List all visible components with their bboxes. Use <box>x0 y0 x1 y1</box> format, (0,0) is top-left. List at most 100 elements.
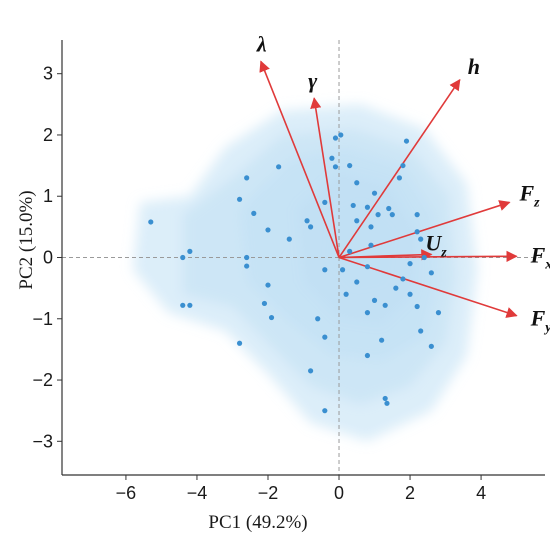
score-point-65 <box>421 254 427 261</box>
score-point-8 <box>251 210 257 216</box>
score-point-67 <box>338 132 344 138</box>
score-point-54 <box>414 303 420 310</box>
score-point-35 <box>371 190 378 196</box>
y-tick-label: −3 <box>32 431 53 451</box>
score-point-61 <box>382 395 388 402</box>
score-point-3 <box>187 248 193 254</box>
y-tick-label: 0 <box>43 248 53 268</box>
x-tick-label: −6 <box>116 483 137 503</box>
score-point-32 <box>364 204 371 210</box>
score-point-36 <box>375 212 381 218</box>
score-point-48 <box>364 310 371 316</box>
score-point-13 <box>261 300 268 307</box>
score-point-57 <box>428 343 434 349</box>
score-point-56 <box>428 270 434 276</box>
score-point-12 <box>265 282 271 288</box>
score-point-52 <box>400 276 406 282</box>
score-point-27 <box>332 135 339 141</box>
score-point-68 <box>347 248 353 254</box>
score-point-45 <box>364 264 371 270</box>
score-point-16 <box>276 164 282 170</box>
score-point-64 <box>407 261 413 267</box>
score-point-66 <box>354 180 360 186</box>
loading-label-3: h <box>468 54 480 79</box>
score-point-53 <box>407 291 413 297</box>
score-point-38 <box>389 212 395 218</box>
score-point-22 <box>315 316 321 322</box>
x-tick-label: 2 <box>405 483 415 503</box>
loading-vectors <box>259 60 518 318</box>
score-point-34 <box>368 242 374 248</box>
score-point-21 <box>322 267 328 273</box>
loading-arrow-2 <box>310 97 340 258</box>
score-point-31 <box>354 218 360 224</box>
score-point-33 <box>368 224 374 230</box>
loading-arrow-6 <box>339 250 518 262</box>
score-point-51 <box>393 285 399 291</box>
loading-label-2: γ <box>308 68 318 93</box>
x-tick-label: −2 <box>258 483 279 503</box>
score-point-30 <box>350 202 356 209</box>
score-point-42 <box>414 212 420 218</box>
score-point-46 <box>354 279 360 285</box>
score-point-17 <box>286 236 292 242</box>
score-point-49 <box>371 297 378 303</box>
score-point-29 <box>347 162 353 169</box>
loading-label-1: λ <box>256 31 267 56</box>
score-point-19 <box>308 224 314 230</box>
score-point-28 <box>339 267 346 273</box>
score-point-47 <box>343 291 349 297</box>
loading-arrow-1 <box>259 60 340 258</box>
score-point-26 <box>329 155 335 161</box>
score-point-41 <box>403 138 410 144</box>
score-point-43 <box>414 229 420 235</box>
score-point-25 <box>332 164 339 170</box>
loading-label-4: Fz <box>518 180 540 210</box>
x-tick-label: 0 <box>334 483 344 503</box>
y-tick-label: −2 <box>32 370 53 390</box>
score-point-44 <box>418 236 424 242</box>
score-point-63 <box>322 408 328 414</box>
score-point-23 <box>308 368 314 374</box>
score-point-10 <box>244 254 250 261</box>
x-tick-label: −4 <box>187 483 208 503</box>
score-point-40 <box>400 162 406 169</box>
x-axis-title: PC1 (49.2%) <box>208 512 307 533</box>
score-point-6 <box>244 175 250 181</box>
x-tick-label: 4 <box>476 483 486 503</box>
score-point-11 <box>244 263 250 269</box>
score-point-24 <box>322 334 328 340</box>
y-tick-label: 2 <box>43 125 53 145</box>
score-point-9 <box>265 227 271 233</box>
y-tick-label: 3 <box>43 64 53 84</box>
y-tick-label: 1 <box>43 186 53 206</box>
score-point-15 <box>236 340 243 346</box>
score-points <box>148 132 442 414</box>
score-point-58 <box>435 310 442 316</box>
score-point-60 <box>364 352 371 359</box>
score-point-55 <box>418 328 424 334</box>
loading-label-6: Fx <box>530 242 550 272</box>
density-contours <box>133 104 478 442</box>
score-point-20 <box>322 199 328 205</box>
score-point-18 <box>304 218 310 224</box>
score-point-62 <box>384 400 390 406</box>
density-layer-5 <box>328 202 393 289</box>
score-point-37 <box>386 205 392 212</box>
score-point-14 <box>268 314 275 321</box>
loading-arrow-3 <box>338 78 461 258</box>
y-tick-label: −1 <box>32 309 53 329</box>
loading-label-5: Uz <box>425 230 447 260</box>
score-point-2 <box>180 254 186 261</box>
loading-arrow-4 <box>338 200 511 259</box>
score-point-4 <box>180 302 186 308</box>
y-axis-title: PC2 (15.0%) <box>16 190 37 289</box>
score-point-59 <box>379 337 385 343</box>
tick-labels: −6 −4 −2 0 2 4 −3 −2 −1 0 1 2 3 <box>32 64 486 503</box>
score-point-1 <box>148 219 154 225</box>
score-point-50 <box>382 302 388 308</box>
loading-label-7: Fy <box>530 306 550 336</box>
score-point-5 <box>187 302 193 308</box>
vector-labels: λ γ h Fz Uz Fx Fy <box>256 31 550 335</box>
